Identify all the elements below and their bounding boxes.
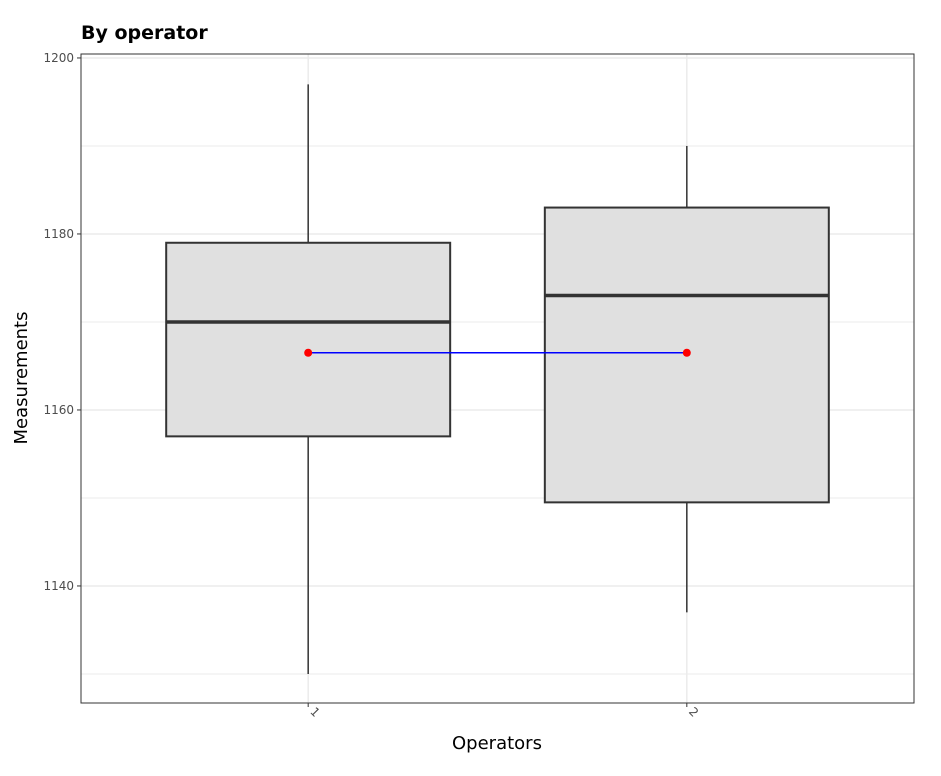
- mean-point: [682, 348, 691, 357]
- y-tick-label: 1160: [43, 403, 74, 417]
- y-tick-label: 1180: [43, 227, 74, 241]
- y-tick-label: 1200: [43, 51, 74, 65]
- y-tick-label: 1140: [43, 579, 74, 593]
- chart-title: By operator: [81, 22, 208, 44]
- mean-point: [304, 348, 313, 357]
- box-iqr: [165, 241, 452, 438]
- x-tick-label: 2: [686, 705, 701, 720]
- y-axis-label: Measurements: [11, 312, 32, 445]
- x-tick-label: 1: [307, 705, 322, 720]
- panel-border: [80, 53, 915, 704]
- x-axis-label: Operators: [452, 733, 542, 754]
